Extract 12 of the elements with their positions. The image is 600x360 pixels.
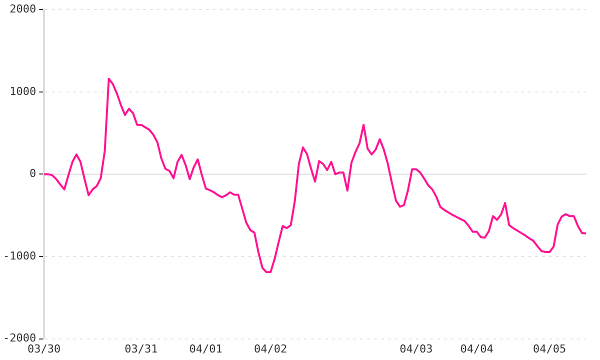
x-tick-label: 03/31 (124, 342, 158, 356)
x-tick-label: 04/02 (254, 342, 288, 356)
y-tick-label: 0 (29, 167, 36, 180)
x-tick-label: 04/04 (460, 342, 494, 356)
y-tick-label: 1000 (10, 84, 36, 98)
x-tick-label: 04/05 (533, 342, 566, 356)
y-tick-label: -1000 (2, 249, 36, 262)
x-tick-label: 03/30 (28, 342, 61, 356)
y-tick-label: -2000 (2, 332, 36, 345)
x-tick-label: 04/01 (189, 342, 222, 356)
y-tick-label: 2000 (10, 2, 36, 16)
x-tick-label: 04/03 (400, 342, 433, 356)
